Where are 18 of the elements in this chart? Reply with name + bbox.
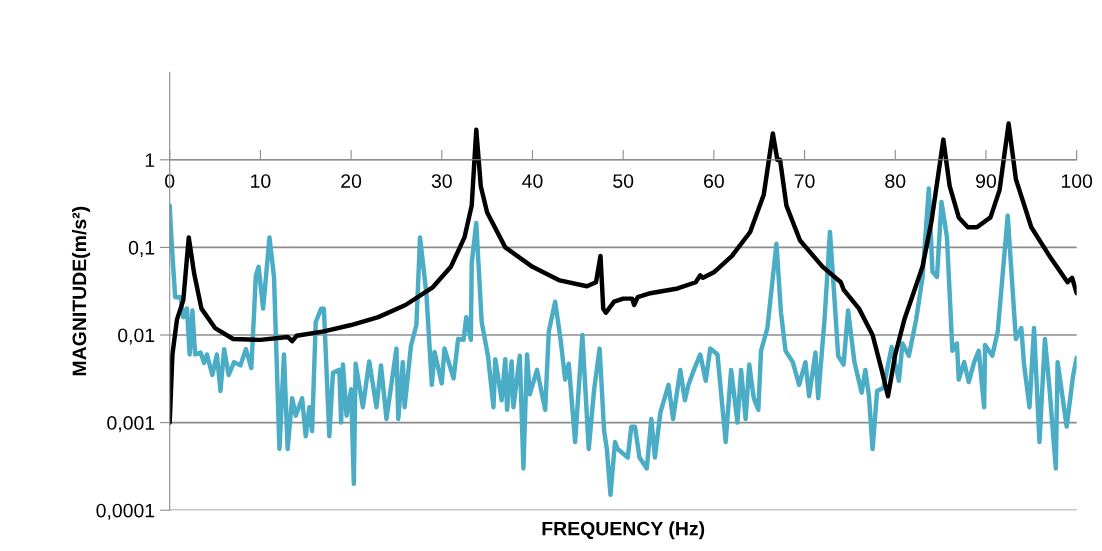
- x-tick-label: 20: [341, 174, 362, 188]
- x-tick-label: 60: [704, 174, 724, 188]
- x-tick-label: 10: [251, 174, 271, 188]
- x-tick-label: 0: [165, 174, 175, 188]
- y-tick-label: 0,0001: [96, 503, 155, 520]
- x-tick-label: 80: [885, 174, 906, 188]
- x-tick-label: 40: [522, 174, 543, 188]
- y-tick-label: 1: [145, 153, 155, 167]
- x-tick-label: 30: [431, 174, 452, 188]
- y-tick-label: 0,001: [107, 416, 155, 433]
- y-tick-label: 0,1: [128, 240, 155, 257]
- x-tick-label: 70: [794, 174, 815, 188]
- x-axis-title: FREQUENCY (Hz): [542, 521, 705, 540]
- y-axis-title: MAGNITUDE(m/s²): [71, 206, 91, 376]
- y-tick-label: 0,01: [118, 328, 155, 345]
- x-tick-label: 90: [976, 174, 997, 188]
- x-tick-label: 50: [613, 174, 634, 188]
- x-tick-label: 100: [1061, 174, 1093, 188]
